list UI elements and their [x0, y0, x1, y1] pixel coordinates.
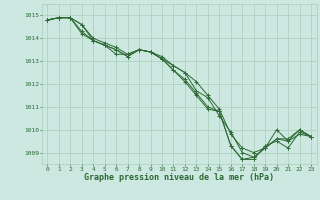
- X-axis label: Graphe pression niveau de la mer (hPa): Graphe pression niveau de la mer (hPa): [84, 173, 274, 182]
